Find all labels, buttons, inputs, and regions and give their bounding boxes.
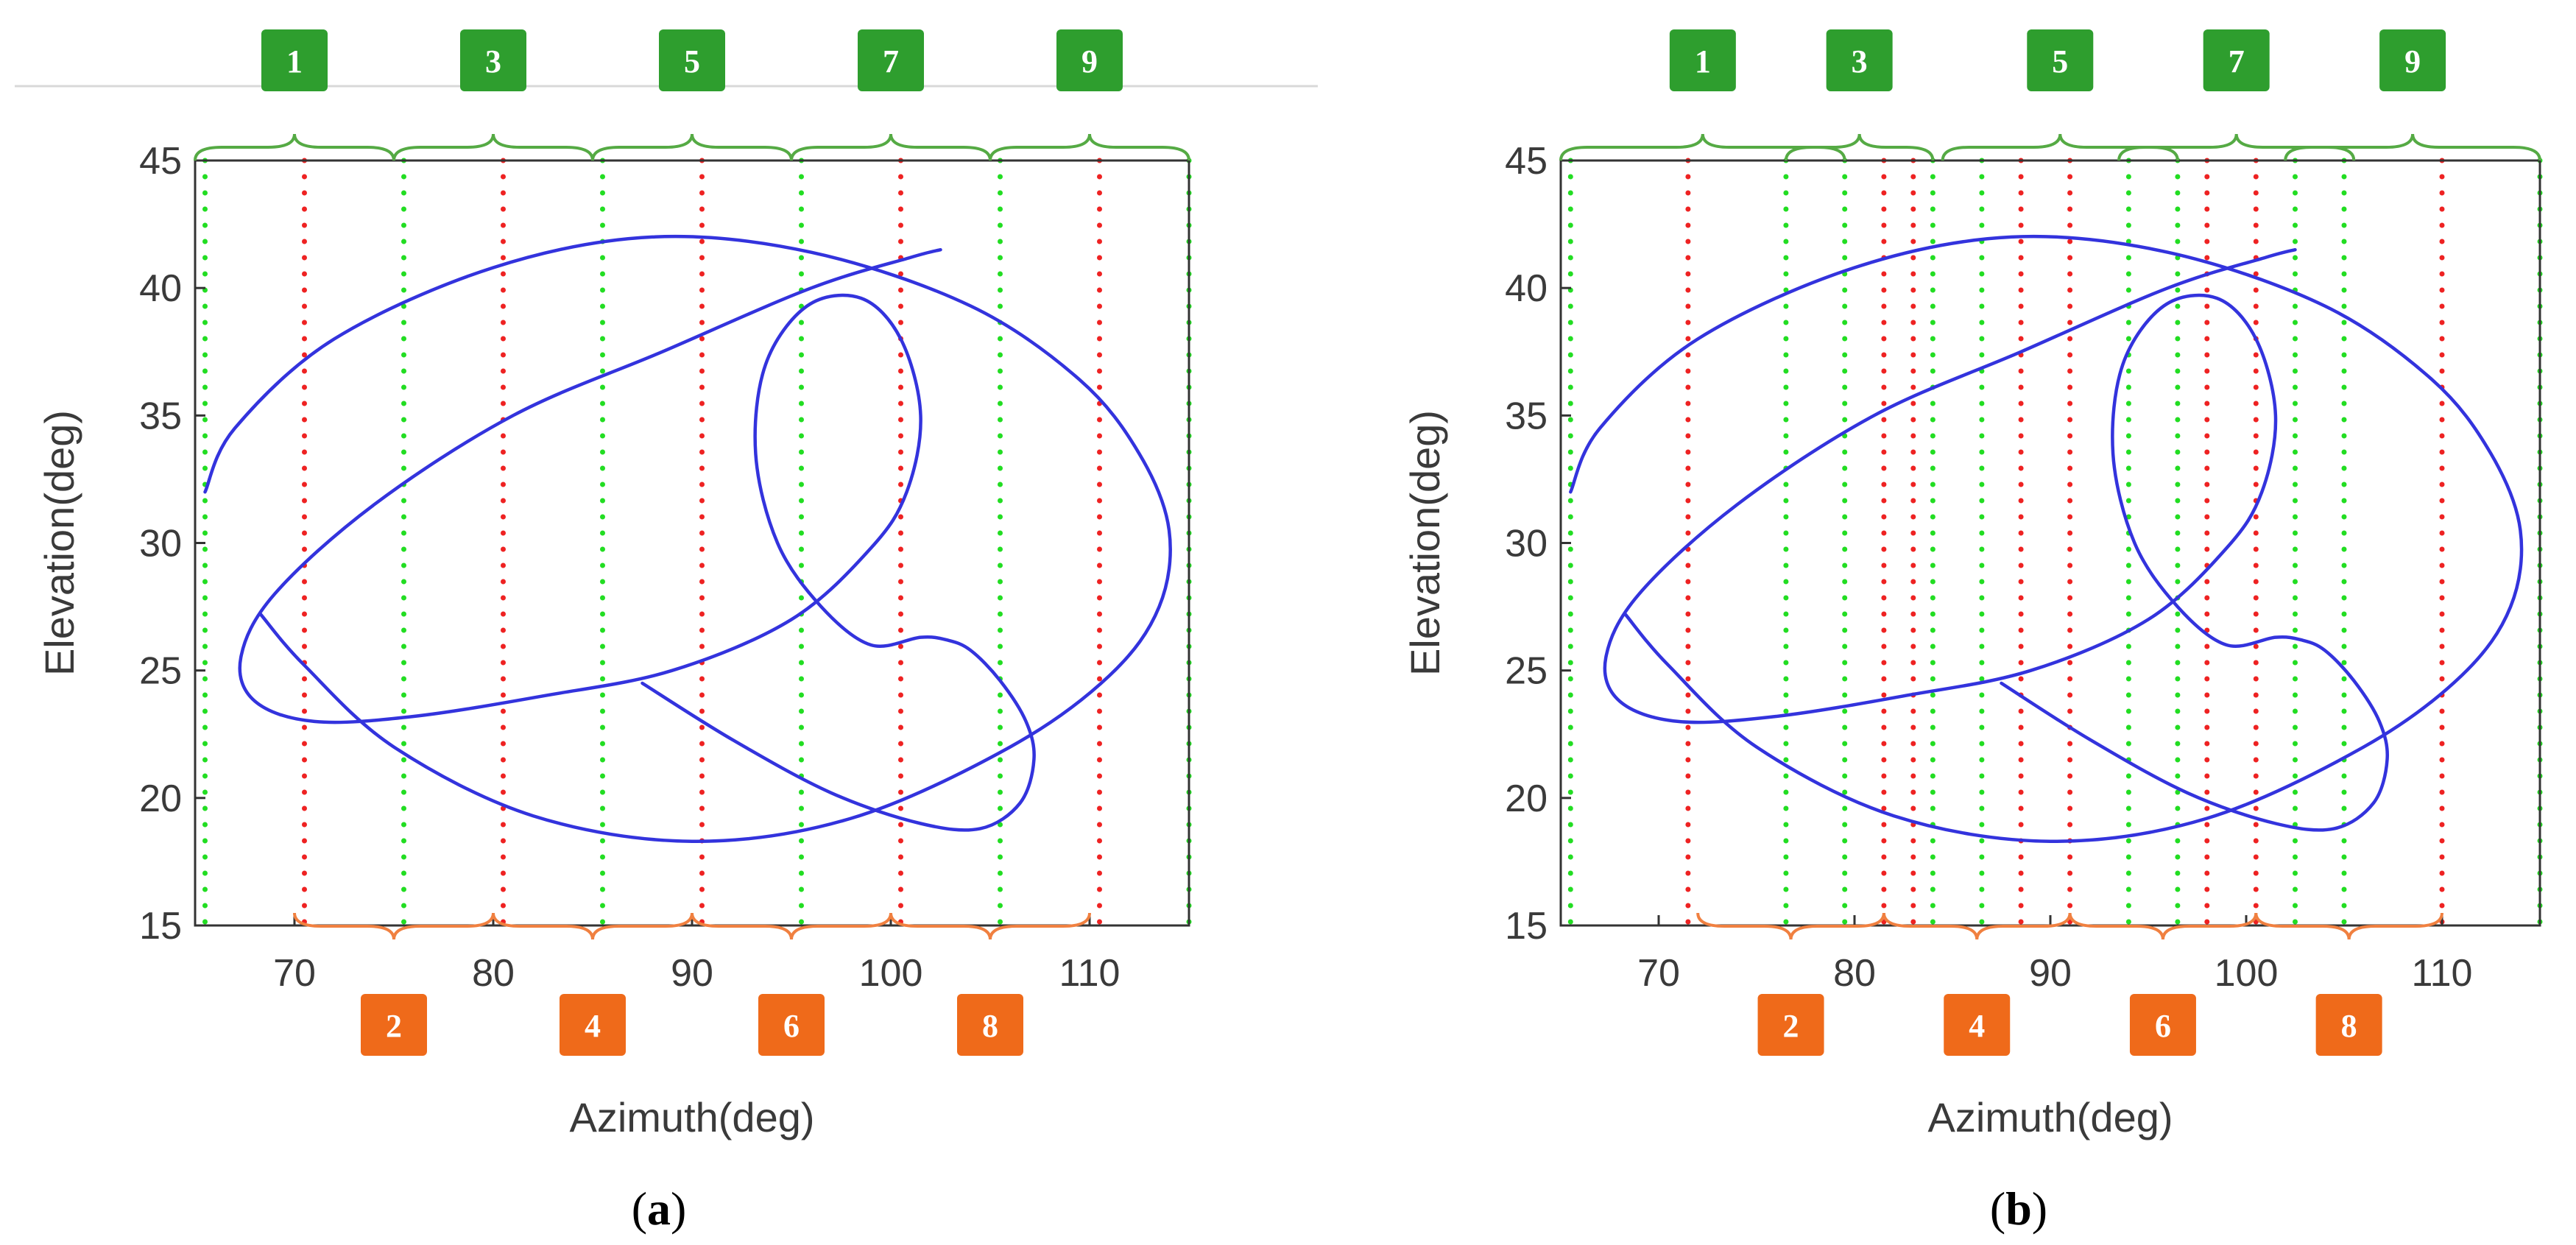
sector-number-bottom: 6 [783, 1008, 800, 1044]
x-tick-label: 90 [2029, 952, 2072, 995]
trajectory-line [203, 234, 1172, 843]
y-tick-label: 35 [139, 395, 182, 437]
sector-box-top [460, 29, 526, 91]
sector-brace-top [392, 133, 594, 161]
sector-box-top [2027, 29, 2094, 91]
plot-frame [1559, 159, 2541, 927]
y-tick-label: 15 [1505, 905, 1548, 948]
sector-number-bottom: 4 [585, 1008, 601, 1044]
sector-brace-top [989, 133, 1190, 161]
sector-brace-top [1784, 133, 1935, 161]
sector-brace-bottom [691, 912, 892, 940]
sector-brace-bottom [293, 912, 495, 940]
sector-number-bottom: 8 [2341, 1008, 2357, 1044]
sector-number-bottom: 2 [1783, 1008, 1799, 1044]
x-tick-label: 90 [671, 952, 713, 995]
sector-brace-top [591, 133, 793, 161]
y-tick-label: 40 [139, 267, 182, 310]
sector-number-top: 5 [2052, 43, 2068, 80]
sector-number-top: 3 [485, 43, 501, 80]
sector-brace-bottom [2068, 912, 2258, 940]
trajectory-line [238, 247, 1036, 832]
sector-box-top [659, 29, 725, 91]
y-axis-label: Elevation(deg) [1402, 410, 1448, 676]
y-tick-label: 25 [1505, 650, 1548, 693]
sector-number-top: 7 [2229, 43, 2245, 80]
x-tick-label: 80 [1833, 952, 1876, 995]
sector-brace-top [194, 133, 395, 161]
sector-box-top [1056, 29, 1123, 91]
sector-number-bottom: 2 [386, 1008, 402, 1044]
trajectory-line [1603, 247, 2390, 832]
sector-box-bottom [1944, 994, 2011, 1056]
y-tick-label: 35 [1505, 395, 1548, 437]
x-tick-label: 110 [2412, 952, 2473, 995]
y-tick-label: 45 [1505, 140, 1548, 183]
sector-box-top [261, 29, 328, 91]
sector-brace-bottom [492, 912, 694, 940]
sector-box-top [858, 29, 924, 91]
sector-brace-bottom [889, 912, 1091, 940]
sector-box-bottom [957, 994, 1023, 1056]
sector-number-bottom: 8 [982, 1008, 998, 1044]
sector-number-top: 1 [286, 43, 303, 80]
x-tick-label: 70 [1637, 952, 1680, 995]
sector-number-bottom: 6 [2155, 1008, 2171, 1044]
x-tick-label: 70 [273, 952, 316, 995]
sector-brace-bottom [2254, 912, 2443, 940]
sector-number-top: 7 [883, 43, 899, 80]
x-tick-label: 100 [2215, 952, 2279, 995]
chart-panel-b: 70 80 90 100 11015202530354045Azimuth(deg)El… [1402, 29, 2543, 1140]
sector-brace-bottom [1882, 912, 2072, 940]
sector-box-top [1669, 29, 1736, 91]
sector-box-bottom [2315, 994, 2382, 1056]
sector-brace-top [790, 133, 992, 161]
sector-brace-bottom [1696, 912, 1885, 940]
sector-brace-top [2284, 133, 2541, 161]
panel-label-a: (a) [632, 1182, 687, 1235]
sector-number-top: 9 [2404, 43, 2421, 80]
sector-number-top: 5 [684, 43, 700, 80]
sector-box-bottom [560, 994, 626, 1056]
sector-box-top [1826, 29, 1893, 91]
y-tick-label: 25 [139, 650, 182, 693]
chart-panel-a: 70 80 90 100 11015202530354045Azimuth(deg)El… [36, 29, 1192, 1140]
x-axis-label: Azimuth(deg) [1927, 1094, 2173, 1140]
sector-box-bottom [2129, 994, 2196, 1056]
y-tick-label: 40 [1505, 267, 1548, 310]
y-tick-label: 20 [1505, 777, 1548, 820]
x-tick-label: 80 [472, 952, 515, 995]
y-tick-label: 30 [1505, 523, 1548, 565]
sector-number-top: 3 [1852, 43, 1868, 80]
x-tick-label: 100 [859, 952, 923, 995]
y-tick-label: 15 [139, 905, 182, 948]
sector-number-top: 9 [1081, 43, 1098, 80]
trajectory-line [1569, 234, 2524, 843]
x-tick-label: 110 [1059, 952, 1121, 995]
sector-box-top [2203, 29, 2270, 91]
sector-box-bottom [1757, 994, 1824, 1056]
x-axis-label: Azimuth(deg) [569, 1094, 814, 1140]
sector-box-top [2379, 29, 2446, 91]
y-tick-label: 20 [139, 777, 182, 820]
panel-label-b: (b) [1990, 1182, 2047, 1235]
y-axis-label: Elevation(deg) [36, 410, 82, 676]
sector-box-bottom [361, 994, 427, 1056]
sector-box-bottom [758, 994, 825, 1056]
plot-frame [194, 159, 1190, 927]
sector-number-bottom: 4 [1969, 1008, 1985, 1044]
sector-number-top: 1 [1695, 43, 1711, 80]
y-tick-label: 30 [139, 523, 182, 565]
y-tick-label: 45 [139, 140, 182, 183]
